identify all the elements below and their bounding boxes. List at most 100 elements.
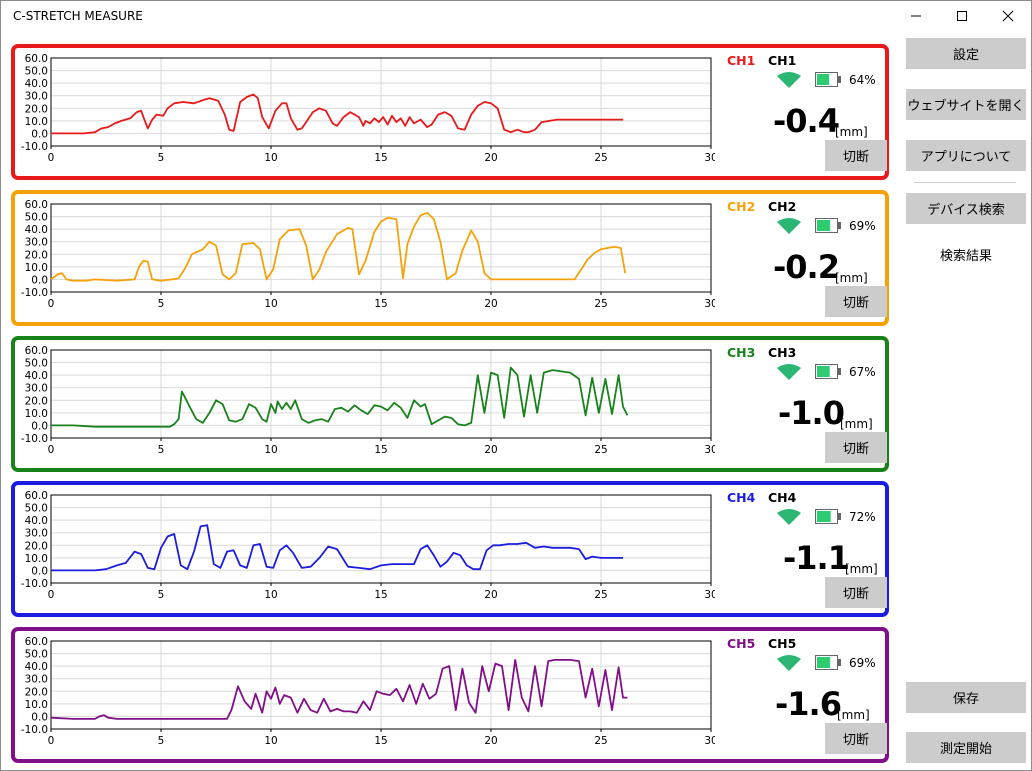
channel-legend-label: CH4 [727, 490, 756, 505]
y-tick-label: 60.0 [25, 636, 48, 648]
x-tick-label: 20 [484, 152, 497, 164]
disconnect-button[interactable]: 切断 [825, 140, 887, 171]
x-tick-label: 20 [484, 444, 497, 456]
y-tick-label: 10.0 [25, 116, 48, 128]
y-tick-label: -10.0 [21, 287, 48, 299]
plot-frame [50, 494, 712, 584]
y-tick-label: 0.0 [31, 128, 48, 140]
y-tick-label: 10.0 [25, 408, 48, 420]
channel-panel-3: 60.0 50.0 40.0 30.0 20.0 10.0 0.0 -10.0 0 5 10 15 20… [11, 336, 889, 472]
x-tick-label: 5 [158, 298, 165, 310]
y-tick-label: 50.0 [25, 649, 48, 661]
signal-fan [777, 72, 801, 88]
x-tick-label: 25 [594, 735, 607, 747]
channel-name: CH1 [768, 53, 797, 68]
measurement-unit: [mm] [837, 708, 870, 722]
save-button[interactable]: 保存 [906, 682, 1026, 713]
signal-fan [777, 509, 801, 525]
search-results-label: 検索結果 [939, 249, 992, 264]
x-tick-label: 10 [264, 589, 277, 601]
x-tick-label: 0 [48, 152, 55, 164]
battery-icon [815, 364, 841, 379]
plot-frame [50, 203, 712, 293]
y-tick-label: 20.0 [25, 395, 48, 407]
x-tick-label: 30 [704, 298, 715, 310]
y-tick-label: -10.0 [21, 141, 48, 153]
y-tick-label: 30.0 [25, 528, 48, 540]
x-tick-label: 0 [48, 735, 55, 747]
battery-tip [838, 368, 841, 375]
channel-panel-1: 60.0 50.0 40.0 30.0 20.0 10.0 0.0 -10.0 0 5 10 15 20… [11, 44, 889, 180]
signal-fan [777, 218, 801, 234]
y-tick-label: -10.0 [21, 578, 48, 590]
channel-legend-label: CH1 [727, 53, 756, 68]
channel-name: CH3 [768, 345, 797, 360]
x-tick-label: 5 [158, 735, 165, 747]
measurement-value: -1.1 [783, 539, 850, 577]
series-line-ch1 [51, 93, 623, 135]
battery-level [817, 366, 830, 377]
x-tick-label: 15 [374, 589, 387, 601]
chart-5: 60.050.040.030.020.010.00.0-10.00 5 10 15 20… [21, 636, 715, 747]
maximize-button[interactable] [939, 0, 985, 32]
x-tick-label: 20 [484, 735, 497, 747]
y-tick-label: 50.0 [25, 503, 48, 515]
device-search-button[interactable]: デバイス検索 [906, 193, 1026, 224]
x-tick-label: 20 [484, 298, 497, 310]
y-tick-label: 0.0 [31, 565, 48, 577]
measurement-unit: [mm] [835, 271, 868, 285]
y-tick-label: 30.0 [25, 237, 48, 249]
channel-panel-4: 60.0 50.0 40.0 30.0 20.0 10.0 0.0 -10.0 0 5 10 15 20… [11, 481, 889, 617]
measurement-unit: [mm] [840, 417, 873, 431]
battery-level [817, 511, 831, 522]
close-button[interactable] [985, 0, 1031, 32]
y-tick-label: 30.0 [25, 383, 48, 395]
y-tick-label: 40.0 [25, 370, 48, 382]
signal-fan [777, 655, 801, 671]
x-tick-label: 30 [704, 735, 715, 747]
y-tick-label: 10.0 [25, 262, 48, 274]
channel-panel-5: 60.0 50.0 40.0 30.0 20.0 10.0 0.0 -10.0 0 5 10 15 20… [11, 627, 889, 763]
about-app-button[interactable]: アプリについて [906, 140, 1026, 171]
battery-level [817, 657, 831, 668]
y-tick-label: 0.0 [31, 420, 48, 432]
measurement-value: -0.2 [773, 248, 840, 286]
y-tick-label: 50.0 [25, 66, 48, 78]
y-tick-label: -10.0 [21, 724, 48, 736]
x-tick-label: 0 [48, 444, 55, 456]
signal-icon [777, 364, 801, 380]
x-tick-label: 0 [48, 298, 55, 310]
y-tick-label: 40.0 [25, 78, 48, 90]
settings-button[interactable]: 設定 [906, 38, 1026, 69]
battery-level [817, 220, 831, 231]
sidebar-divider [914, 182, 1016, 183]
y-tick-label: 10.0 [25, 699, 48, 711]
x-tick-label: 15 [374, 298, 387, 310]
disconnect-button[interactable]: 切断 [825, 577, 887, 608]
x-tick-label: 10 [264, 298, 277, 310]
start-measure-button[interactable]: 測定開始 [906, 732, 1026, 763]
channel-legend-label: CH2 [727, 199, 756, 214]
minimize-icon [911, 15, 921, 17]
x-tick-label: 5 [158, 444, 165, 456]
series-line-ch2 [50, 211, 627, 282]
x-tick-label: 25 [594, 152, 607, 164]
minimize-button[interactable] [893, 0, 939, 32]
y-tick-label: 20.0 [25, 249, 48, 261]
disconnect-button[interactable]: 切断 [825, 286, 887, 317]
x-tick-label: 10 [264, 444, 277, 456]
disconnect-button[interactable]: 切断 [825, 432, 887, 463]
disconnect-button[interactable]: 切断 [825, 723, 887, 754]
open-website-button[interactable]: ウェブサイトを開く [906, 89, 1026, 120]
y-tick-label: 20.0 [25, 103, 48, 115]
x-tick-label: 15 [374, 735, 387, 747]
x-tick-label: 25 [594, 298, 607, 310]
battery-icon [815, 218, 841, 233]
battery-icon [815, 72, 841, 87]
x-tick-label: 30 [704, 444, 715, 456]
x-tick-label: 25 [594, 589, 607, 601]
battery-icon [815, 655, 841, 670]
window-title: C-STRETCH MEASURE [13, 9, 143, 23]
channel-name: CH2 [768, 199, 797, 214]
battery-percent: 64% [849, 73, 876, 87]
